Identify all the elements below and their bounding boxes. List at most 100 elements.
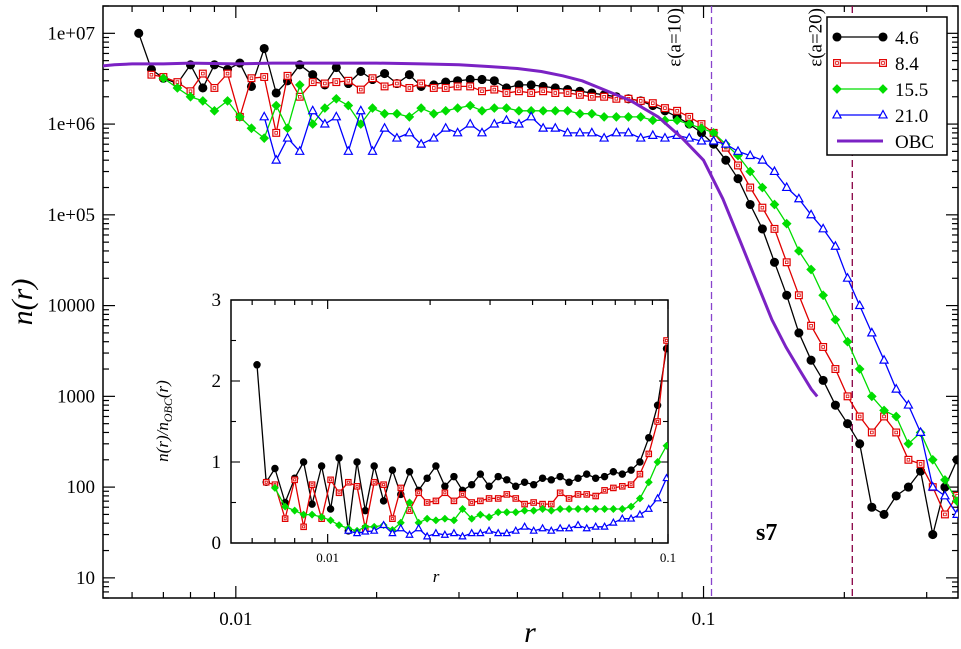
data-point-8-4-52 (782, 258, 791, 267)
data-point-21-0-41 (757, 154, 768, 164)
data-point-15-5-34 (574, 504, 582, 513)
data-point-8-4-26 (494, 495, 502, 502)
data-point-4-6-17 (405, 467, 414, 476)
data-point-8-4-24 (441, 83, 450, 92)
data-point-21-0-42 (769, 165, 780, 176)
data-point-8-4-20 (441, 489, 449, 497)
data-point-8-4-25 (485, 495, 493, 502)
main-x-axis-title: r (524, 616, 536, 649)
data-point-21-0-8 (414, 523, 423, 532)
data-point-8-4-22 (417, 79, 426, 88)
inset-x-axis: 0.01 0.1 (251, 300, 676, 565)
data-point-21-0-29 (600, 521, 609, 530)
data-point-15-5-48 (745, 166, 755, 177)
data-point-21-0-6 (331, 111, 342, 121)
data-point-8-4-19 (432, 497, 440, 505)
data-point-8-4-57 (843, 392, 852, 401)
data-point-8-4-27-inner (505, 492, 509, 496)
data-point-8-4-22-inner (461, 492, 464, 496)
data-point-21-0-57 (952, 508, 958, 518)
data-point-21-0-29 (611, 127, 622, 137)
data-point-8-4-9 (260, 73, 269, 81)
data-point-21-0-6 (396, 523, 406, 532)
data-point-8-4-44-inner (656, 420, 660, 423)
data-point-8-4-32 (547, 500, 555, 508)
data-point-4-6-56 (818, 375, 828, 385)
data-point-15-5-27 (511, 508, 520, 517)
data-point-15-5-4 (209, 105, 220, 116)
data-point-8-4-51-inner (772, 227, 777, 231)
data-point-4-6-6 (308, 500, 316, 508)
data-point-4-6-18 (356, 66, 366, 77)
data-point-15-5-15 (343, 100, 354, 111)
data-point-8-4-20-inner (443, 491, 447, 495)
data-point-21-0-36 (662, 473, 668, 482)
data-point-4-6-37 (582, 470, 591, 478)
data-point-8-4-33-inner (553, 91, 558, 95)
inset-x-tick-label: 0.01 (316, 550, 339, 565)
data-point-21-0-11 (440, 530, 450, 538)
data-point-8-4-16 (344, 76, 353, 85)
data-point-4-6-50 (745, 199, 755, 210)
data-point-8-4-8-inner (337, 491, 341, 495)
data-point-21-0-52 (891, 383, 902, 393)
data-point-4-6-7 (317, 462, 326, 470)
data-point-8-4-24-inner (443, 86, 448, 90)
data-point-8-4-40-inner (620, 484, 624, 488)
data-point-15-5-65 (952, 496, 958, 507)
series-clip-group (103, 28, 958, 540)
series-15-5 (158, 73, 958, 507)
legend-marker-start-8-4-inner (835, 61, 839, 65)
data-point-8-4-2-inner (283, 517, 287, 521)
data-point-8-4-25-inner (487, 496, 491, 500)
data-point-21-0-18 (502, 528, 512, 537)
data-point-21-0-2 (361, 526, 370, 535)
data-point-15-5-22 (428, 108, 439, 119)
data-point-15-5-28 (501, 103, 512, 113)
data-point-15-5-12 (307, 119, 318, 129)
data-point-15-5-26 (477, 105, 487, 116)
data-point-8-4-42-inner (638, 472, 642, 476)
main-y-tick-label: 100 (67, 477, 96, 498)
data-point-15-5-43 (684, 119, 695, 129)
data-point-8-4-13-inner (310, 80, 315, 84)
legend-label-8-4: 8.4 (895, 54, 919, 75)
legend-marker-start-21-0 (831, 109, 843, 119)
data-point-8-4-19 (380, 82, 389, 91)
data-point-4-6-11 (271, 88, 281, 98)
data-point-4-6-13 (370, 462, 378, 470)
inset-y-tick-label: 1 (212, 452, 222, 473)
data-point-15-5-55 (830, 314, 841, 325)
data-point-15-5-29 (529, 506, 538, 515)
data-point-8-4-45 (663, 337, 668, 344)
legend-label-15-5: 15.5 (895, 80, 928, 101)
data-point-21-0-56 (939, 490, 950, 500)
data-point-4-6-5 (198, 83, 208, 93)
data-point-4-6-2 (271, 464, 279, 473)
data-point-8-4-31 (527, 89, 536, 97)
main-x-axis: 0.01 0.1 (131, 6, 928, 630)
data-point-15-5-36 (591, 504, 600, 513)
data-point-8-4-33 (551, 89, 560, 97)
data-point-15-5-61 (903, 438, 914, 449)
data-point-8-4-33 (556, 489, 564, 497)
data-point-8-4-43-inner (675, 109, 679, 113)
inset-series-layer (253, 337, 668, 540)
data-point-8-4-14-inner (323, 81, 327, 86)
data-point-4-6-55 (806, 355, 816, 365)
data-point-15-5-0 (270, 483, 279, 492)
data-point-4-6-28 (477, 74, 487, 85)
main-series-layer (103, 28, 958, 540)
data-point-8-4-36-inner (590, 95, 594, 99)
data-point-21-0-39 (732, 145, 744, 155)
data-point-21-0-3 (369, 525, 379, 534)
data-point-15-5-0 (158, 73, 169, 84)
data-point-4-6-29 (489, 76, 499, 86)
data-point-4-6-24 (467, 480, 476, 489)
data-point-8-4-58-inner (857, 414, 862, 419)
data-point-8-4-32-inner (541, 89, 545, 93)
data-point-21-0-1 (271, 154, 282, 164)
inset-x-tick-label: 0.1 (660, 550, 676, 565)
data-point-15-5-35 (582, 504, 591, 513)
